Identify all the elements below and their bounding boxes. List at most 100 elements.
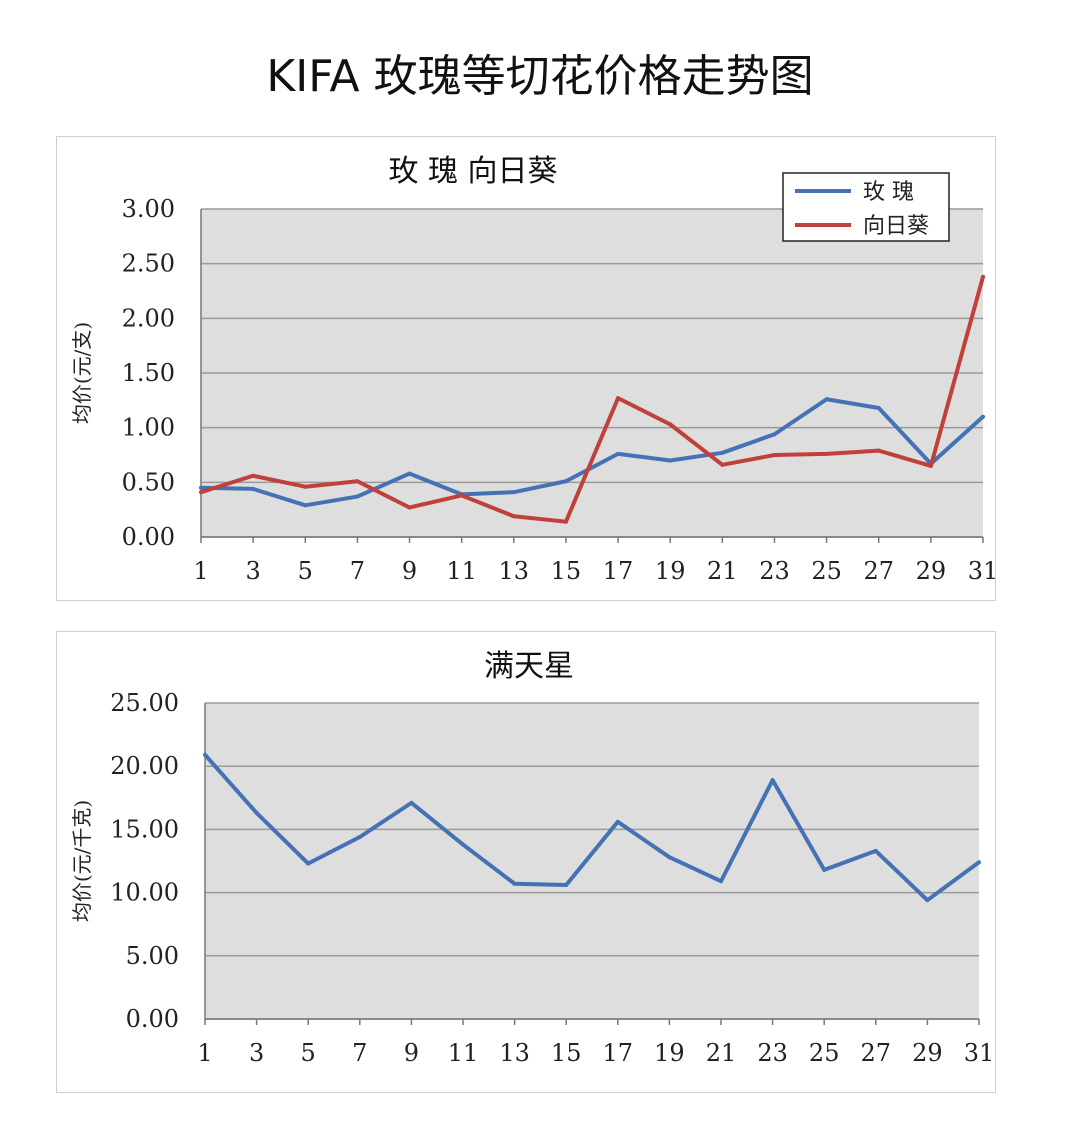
data-point bbox=[563, 479, 568, 484]
x-tick-label: 21 bbox=[706, 1039, 737, 1067]
x-tick-label: 27 bbox=[863, 557, 894, 585]
y-tick-label: 15.00 bbox=[110, 815, 179, 843]
data-point bbox=[770, 778, 775, 783]
data-point bbox=[306, 861, 311, 866]
x-tick-label: 7 bbox=[352, 1039, 367, 1067]
y-tick-label: 0.00 bbox=[122, 523, 175, 551]
x-tick-label: 29 bbox=[912, 1039, 943, 1067]
data-point bbox=[461, 842, 465, 847]
x-tick-label: 1 bbox=[193, 557, 208, 585]
data-point bbox=[824, 451, 829, 456]
x-tick-label: 17 bbox=[603, 1039, 634, 1067]
data-point bbox=[203, 752, 207, 757]
data-point bbox=[459, 493, 464, 498]
data-point bbox=[254, 810, 259, 815]
y-tick-label: 0.50 bbox=[122, 468, 175, 496]
chart-title: 满天星 bbox=[484, 649, 574, 684]
plot-area bbox=[205, 703, 979, 1019]
data-point bbox=[357, 834, 362, 839]
data-point bbox=[667, 855, 672, 860]
data-point bbox=[511, 490, 516, 495]
data-point bbox=[719, 879, 723, 884]
x-tick-label: 21 bbox=[707, 557, 738, 585]
x-tick-label: 11 bbox=[448, 1039, 479, 1067]
data-point bbox=[873, 848, 878, 853]
data-point bbox=[876, 405, 881, 410]
y-tick-label: 10.00 bbox=[110, 879, 179, 907]
data-point bbox=[303, 484, 308, 489]
series-line-0 bbox=[203, 753, 981, 903]
x-tick-label: 13 bbox=[499, 557, 530, 585]
data-point bbox=[407, 471, 412, 476]
y-axis-label: 均价(元/支) bbox=[70, 322, 94, 424]
x-tick-label: 1 bbox=[197, 1039, 212, 1067]
y-tick-label: 3.00 bbox=[122, 195, 175, 223]
data-point bbox=[668, 458, 673, 463]
x-tick-label: 25 bbox=[809, 1039, 840, 1067]
data-point bbox=[668, 422, 673, 427]
y-tick-label: 2.50 bbox=[122, 250, 175, 278]
data-point bbox=[772, 453, 777, 457]
data-point bbox=[251, 486, 256, 491]
data-point bbox=[355, 479, 360, 484]
series-line-0 bbox=[200, 397, 985, 508]
x-tick-label: 25 bbox=[811, 557, 842, 585]
data-point bbox=[512, 881, 517, 886]
chart-title: 玫 瑰 向日葵 bbox=[388, 154, 557, 189]
data-point bbox=[355, 494, 360, 499]
data-point bbox=[303, 503, 308, 508]
legend-label: 玫 瑰 bbox=[863, 180, 914, 205]
legend-label: 向日葵 bbox=[863, 214, 929, 239]
data-point bbox=[616, 396, 621, 401]
x-tick-label: 15 bbox=[551, 1039, 582, 1067]
data-point bbox=[563, 519, 568, 524]
data-point bbox=[720, 450, 725, 455]
x-tick-label: 27 bbox=[861, 1039, 892, 1067]
x-tick-label: 3 bbox=[249, 1039, 264, 1067]
y-tick-label: 20.00 bbox=[110, 752, 179, 780]
x-tick-label: 11 bbox=[446, 557, 477, 585]
series-line-1 bbox=[200, 276, 985, 524]
y-tick-label: 2.00 bbox=[122, 304, 175, 332]
x-tick-label: 31 bbox=[964, 1039, 995, 1067]
y-tick-label: 0.00 bbox=[126, 1005, 179, 1033]
x-tick-label: 9 bbox=[402, 557, 417, 585]
x-tick-label: 31 bbox=[968, 557, 995, 585]
data-point bbox=[928, 463, 933, 468]
data-point bbox=[822, 867, 827, 872]
data-point bbox=[199, 490, 203, 495]
data-point bbox=[925, 898, 930, 903]
data-point bbox=[876, 448, 881, 453]
page-title: KIFA 玫瑰等切花价格走势图 bbox=[266, 51, 814, 102]
y-tick-label: 5.00 bbox=[126, 942, 179, 970]
x-tick-label: 17 bbox=[603, 557, 634, 585]
x-tick-label: 7 bbox=[350, 557, 365, 585]
y-axis-label: 均价(元/千克) bbox=[70, 800, 94, 922]
gypsophila-chart-panel: 满天星 0.00 5.00 10.00 15.00 20.00 25.00 1 3 5 7 9 11 13… bbox=[56, 631, 996, 1093]
x-tick-label: 5 bbox=[298, 557, 313, 585]
data-point bbox=[977, 860, 981, 865]
data-point bbox=[720, 462, 725, 467]
y-tick-label: 1.00 bbox=[122, 414, 175, 442]
data-point bbox=[824, 397, 829, 402]
x-tick-label: 15 bbox=[551, 557, 582, 585]
data-point bbox=[511, 514, 516, 519]
y-tick-label: 25.00 bbox=[110, 689, 179, 717]
x-tick-label: 29 bbox=[916, 557, 947, 585]
x-tick-label: 23 bbox=[759, 557, 790, 585]
x-tick-label: 9 bbox=[404, 1039, 419, 1067]
data-point bbox=[199, 485, 203, 490]
x-tick-label: 5 bbox=[301, 1039, 316, 1067]
data-point bbox=[772, 432, 777, 437]
x-tick-label: 23 bbox=[757, 1039, 788, 1067]
data-point bbox=[981, 274, 985, 279]
x-tick-label: 19 bbox=[654, 1039, 685, 1067]
rose-sunflower-chart-panel: 玫 瑰 向日葵 0.00 0.50 1.00 1.50 2.00 2.50 3.00 1 3 5 7 9… bbox=[56, 136, 998, 601]
data-point bbox=[615, 819, 620, 824]
data-point bbox=[409, 800, 414, 805]
x-tick-label: 19 bbox=[655, 557, 686, 585]
data-point bbox=[564, 883, 569, 888]
legend-box bbox=[782, 172, 950, 242]
